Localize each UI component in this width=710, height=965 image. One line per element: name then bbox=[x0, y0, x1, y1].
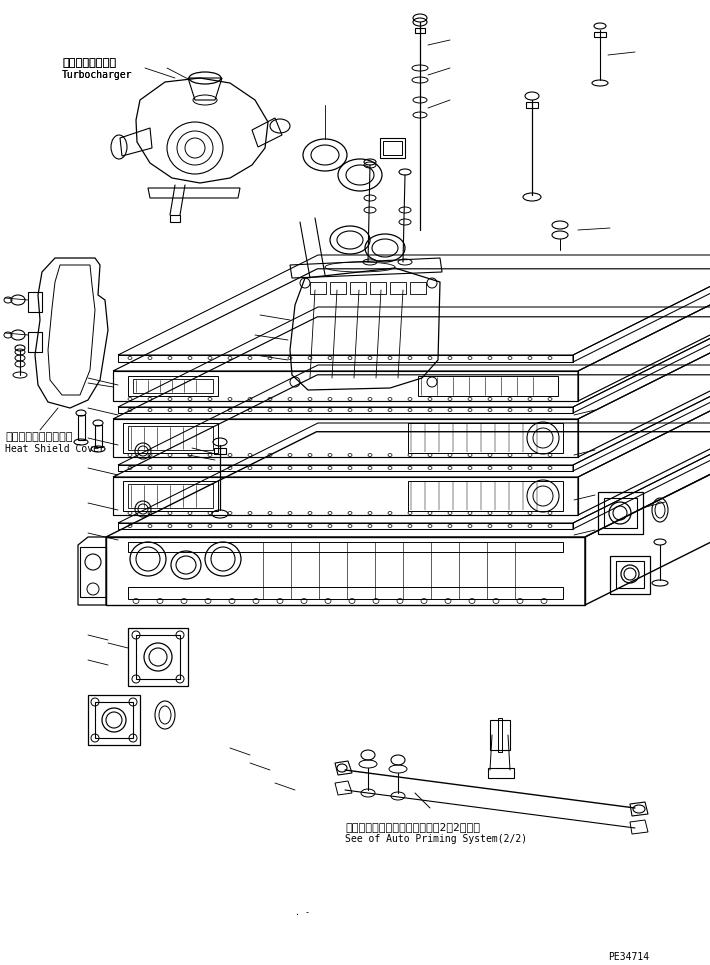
Bar bbox=[78, 415, 85, 440]
Text: -: - bbox=[305, 908, 310, 917]
Bar bbox=[616, 561, 644, 588]
Bar bbox=[408, 423, 563, 453]
Bar bbox=[330, 282, 346, 294]
Bar bbox=[128, 484, 213, 508]
Bar bbox=[594, 32, 606, 37]
Bar bbox=[128, 587, 563, 599]
Bar bbox=[526, 102, 538, 108]
Bar bbox=[123, 481, 218, 511]
Text: ヒートシールドカバー: ヒートシールドカバー bbox=[5, 432, 72, 442]
Text: ターボチャージャ: ターボチャージャ bbox=[62, 58, 116, 68]
Bar bbox=[128, 426, 213, 450]
Bar bbox=[598, 492, 643, 534]
Bar bbox=[123, 423, 218, 453]
Bar bbox=[136, 635, 180, 679]
Text: オートプライミングシステム（2／2）参照: オートプライミングシステム（2／2）参照 bbox=[345, 822, 480, 832]
Bar bbox=[95, 702, 133, 738]
Bar bbox=[214, 448, 226, 454]
Bar bbox=[604, 498, 637, 528]
Bar bbox=[408, 481, 563, 511]
Bar bbox=[390, 282, 406, 294]
Text: ターボチャージャ: ターボチャージャ bbox=[62, 58, 116, 68]
Bar bbox=[128, 542, 563, 552]
Bar bbox=[310, 282, 326, 294]
Bar bbox=[133, 379, 213, 393]
Text: Turbocharger: Turbocharger bbox=[62, 70, 133, 80]
Bar bbox=[610, 556, 650, 594]
Text: Heat Shield Cover: Heat Shield Cover bbox=[5, 444, 105, 454]
Bar bbox=[95, 425, 102, 447]
Bar bbox=[80, 547, 106, 597]
Text: PE34714: PE34714 bbox=[608, 952, 649, 962]
Bar bbox=[88, 695, 140, 745]
Bar bbox=[128, 628, 188, 686]
Text: Turbocharger: Turbocharger bbox=[62, 70, 133, 80]
Text: See of Auto Priming System(2/2): See of Auto Priming System(2/2) bbox=[345, 834, 527, 844]
Bar bbox=[370, 282, 386, 294]
Bar bbox=[415, 28, 425, 33]
Bar bbox=[418, 376, 558, 396]
Bar bbox=[350, 282, 366, 294]
Text: .: . bbox=[295, 908, 300, 917]
Bar bbox=[410, 282, 426, 294]
Bar bbox=[128, 376, 218, 396]
